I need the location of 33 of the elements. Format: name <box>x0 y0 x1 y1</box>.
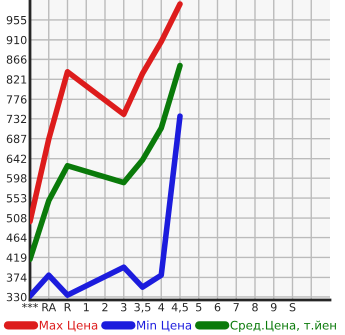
x-tick-label: R <box>64 303 72 312</box>
x-tick-label: 4,5 <box>172 303 188 313</box>
x-tick-label: 6 <box>214 302 220 312</box>
x-tick-label: 5 <box>196 303 202 312</box>
legend-label: Max Цена <box>40 320 98 332</box>
x-tick-label: S <box>290 302 296 312</box>
x-tick-label: 8 <box>252 302 258 312</box>
y-tick-label: 330 <box>6 292 26 302</box>
y-tick-label: 419 <box>6 253 26 262</box>
y-tick-label: 374 <box>6 273 27 282</box>
x-tick-label: 3,5 <box>134 302 150 313</box>
y-tick-label: 598 <box>6 174 26 183</box>
y-tick-label: 910 <box>6 36 26 44</box>
x-tick-label: 9 <box>270 302 277 312</box>
y-tick-label: 642 <box>6 154 26 164</box>
x-tick-label: RA <box>42 303 56 312</box>
y-tick-label: 955 <box>6 16 26 24</box>
y-tick-label: 464 <box>6 233 27 242</box>
x-tick-label: 7 <box>234 303 239 312</box>
y-tick-label: 553 <box>6 194 26 202</box>
x-tick-label: 4 <box>158 303 164 312</box>
x-tick-label: *** <box>22 302 38 308</box>
y-tick-label: 508 <box>6 214 26 222</box>
y-tick-label: 866 <box>6 55 27 64</box>
y-tick-label: 776 <box>6 95 27 104</box>
x-tick-label: 3 <box>121 302 126 312</box>
legend-label: Сред.Цена, т.йен <box>230 320 336 332</box>
x-tick-label: 1 <box>84 303 89 312</box>
legend-label: Min Цена <box>137 320 192 332</box>
y-tick-label: 732 <box>6 114 26 124</box>
x-tick-label: 2 <box>102 302 108 312</box>
y-tick-label: 687 <box>6 134 26 144</box>
y-tick-label: 821 <box>6 75 26 84</box>
